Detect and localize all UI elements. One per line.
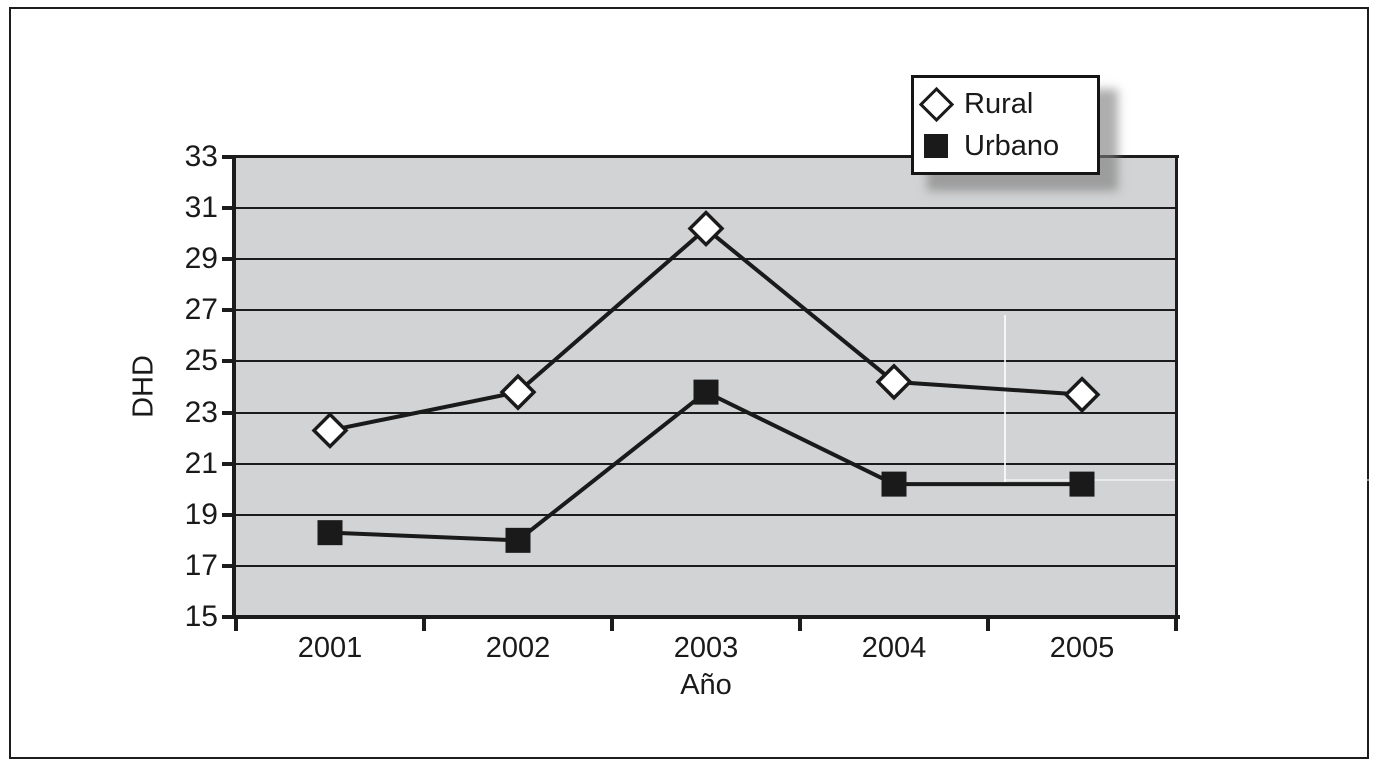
y-tick-label: 29	[184, 242, 218, 276]
y-tick-label: 27	[184, 293, 218, 327]
plot-border-right	[1175, 155, 1178, 619]
x-tick-label: 2002	[485, 632, 551, 664]
legend-item-urbano: Urbano	[914, 130, 1097, 162]
y-tick	[222, 308, 235, 313]
plot-border-top	[233, 155, 1179, 158]
y-axis-title: DHD	[127, 355, 160, 418]
legend-item-rural: Rural	[914, 86, 1097, 122]
x-tick	[798, 618, 802, 631]
legend-label-urbano: Urbano	[964, 130, 1060, 162]
y-tick	[222, 410, 235, 415]
y-tick	[222, 461, 235, 466]
y-tick-label: 33	[184, 140, 218, 173]
gridline	[236, 207, 1176, 210]
legend-label-rural: Rural	[964, 88, 1034, 120]
marker-urbano	[1069, 471, 1095, 497]
y-tick	[222, 563, 235, 568]
x-axis-title: Año	[680, 669, 732, 701]
x-tick	[986, 618, 990, 631]
y-tick-label: 25	[184, 344, 218, 378]
y-tick	[222, 615, 235, 619]
scan-artifact-vertical	[1004, 315, 1006, 483]
marker-urbano	[881, 471, 907, 497]
plot-inner	[236, 157, 1378, 617]
y-tick	[222, 257, 235, 262]
gridline	[236, 360, 1176, 363]
marker-rural	[687, 210, 725, 248]
y-tick	[222, 359, 235, 364]
y-tick-label: 23	[184, 395, 218, 429]
x-tick	[234, 618, 238, 631]
gridline	[236, 462, 1176, 465]
rural-diamond-icon	[914, 86, 958, 122]
y-tick	[222, 512, 235, 517]
series-line-urbano	[329, 389, 1082, 543]
x-tick-label: 2005	[1049, 632, 1115, 664]
x-tick	[610, 618, 614, 631]
x-axis-line	[232, 615, 1180, 619]
marker-urbano	[317, 520, 343, 546]
y-tick-label: 17	[184, 548, 218, 582]
y-tick-label: 21	[184, 446, 218, 480]
legend: Rural Urbano	[911, 75, 1100, 175]
y-tick-label: 15	[184, 600, 218, 633]
urbano-square-icon	[914, 134, 958, 158]
marker-rural	[499, 373, 537, 411]
gridline	[236, 411, 1176, 414]
gridline	[236, 564, 1176, 567]
gridline	[236, 513, 1176, 516]
x-tick-label: 2004	[861, 632, 927, 664]
marker-urbano	[693, 379, 719, 405]
y-axis-line	[232, 155, 236, 619]
x-tick	[1174, 618, 1178, 631]
marker-rural	[1063, 376, 1101, 414]
scan-artifact-horizontal	[1004, 479, 1378, 481]
y-tick-label: 19	[184, 497, 218, 531]
gridline	[236, 309, 1176, 312]
y-tick-label: 31	[184, 191, 218, 225]
marker-rural	[311, 411, 349, 449]
x-tick-label: 2001	[297, 632, 363, 664]
marker-urbano	[505, 527, 531, 553]
x-tick-label: 2003	[673, 632, 739, 664]
x-tick	[422, 618, 426, 631]
marker-rural	[875, 363, 913, 401]
series-plot	[311, 210, 1101, 553]
y-tick	[222, 155, 235, 159]
y-tick	[222, 206, 235, 211]
gridline	[236, 258, 1176, 261]
